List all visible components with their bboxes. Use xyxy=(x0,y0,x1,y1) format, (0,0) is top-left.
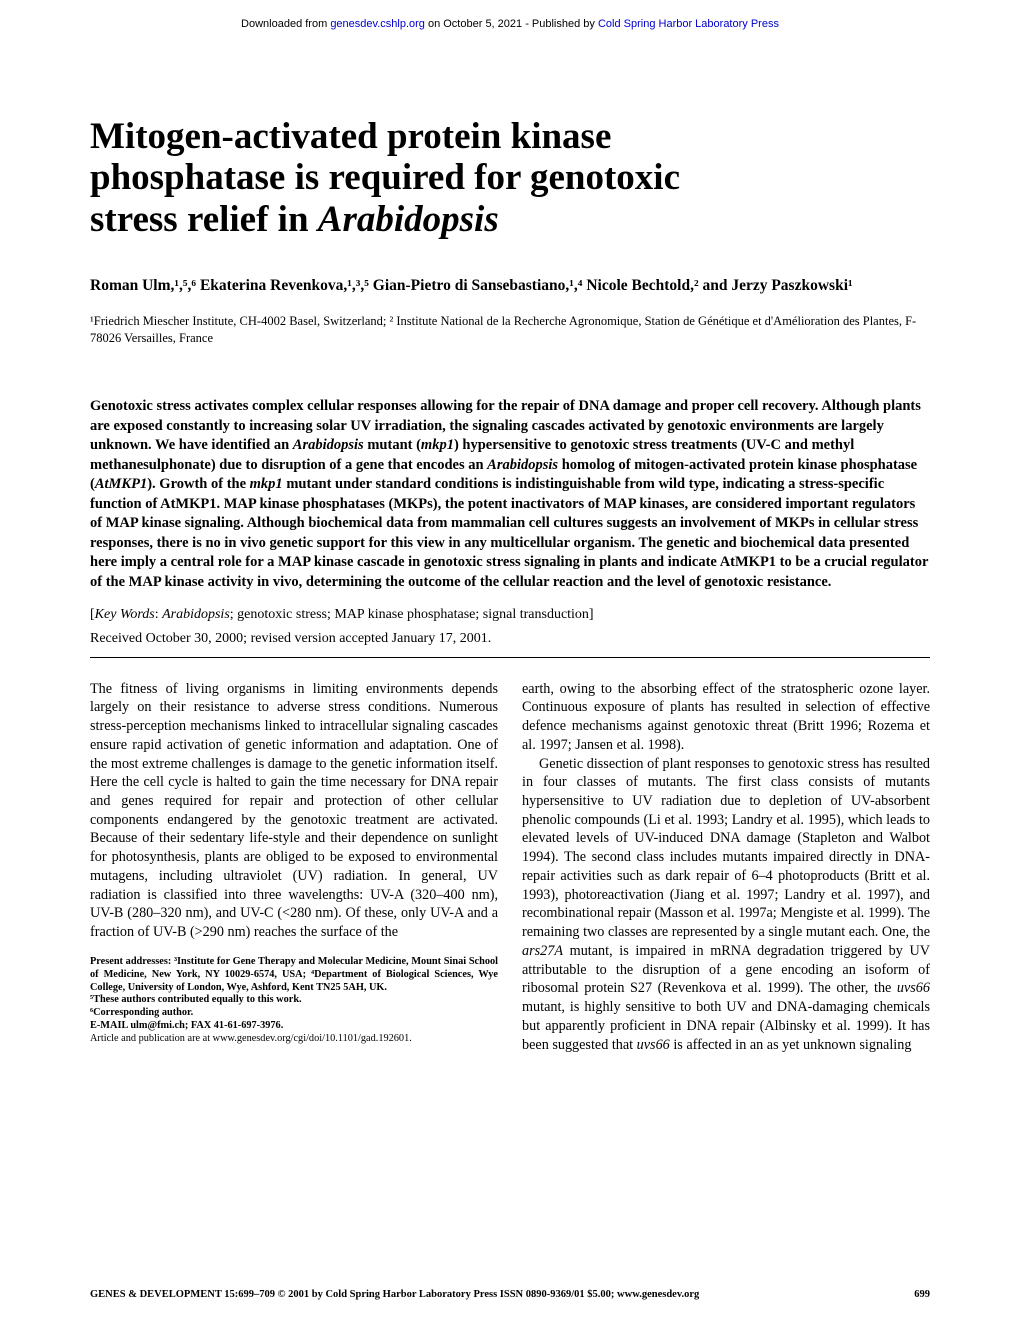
keywords-sep: : xyxy=(155,607,162,622)
body-text: mutant, is impaired in mRNA degradation … xyxy=(522,943,930,996)
abstract: Genotoxic stress activates complex cellu… xyxy=(90,397,930,593)
banner-link-publisher[interactable]: Cold Spring Harbor Laboratory Press xyxy=(598,18,779,30)
divider xyxy=(90,657,930,658)
abstract-italic: Arabidopsis xyxy=(293,437,364,453)
right-column: earth, owing to the absorbing effect of … xyxy=(522,680,930,1055)
abstract-italic: mkp1 xyxy=(250,476,283,492)
banner-middle: on October 5, 2021 - Published by xyxy=(425,18,598,30)
body-italic: ars27A xyxy=(522,943,563,959)
keywords: [Key Words: Arabidopsis; genotoxic stres… xyxy=(90,607,930,623)
title-line3a: stress relief in xyxy=(90,199,318,240)
page-content: Mitogen-activated protein kinase phospha… xyxy=(0,116,1020,1054)
abstract-italic: mkp1 xyxy=(421,437,454,453)
abstract-italic: AtMKP1 xyxy=(95,476,147,492)
title-line1: Mitogen-activated protein kinase xyxy=(90,116,611,157)
abstract-text: mutant ( xyxy=(364,437,421,453)
body-paragraph: Genetic dissection of plant responses to… xyxy=(522,755,930,1055)
abstract-text: mutant under standard conditions is indi… xyxy=(90,476,928,590)
footnote-line: ⁶Corresponding author. xyxy=(90,1007,498,1020)
keyword-italic: Arabidopsis xyxy=(162,607,230,622)
body-italic: uvs66 xyxy=(897,980,930,996)
abstract-text: ). Growth of the xyxy=(147,476,249,492)
page-footer: GENES & DEVELOPMENT 15:699–709 © 2001 by… xyxy=(90,1289,930,1300)
body-paragraph: earth, owing to the absorbing effect of … xyxy=(522,680,930,755)
received-date: Received October 30, 2000; revised versi… xyxy=(90,631,930,647)
footer-citation: GENES & DEVELOPMENT 15:699–709 © 2001 by… xyxy=(90,1289,914,1300)
affiliations: ¹Friedrich Miescher Institute, CH-4002 B… xyxy=(90,313,930,347)
keywords-label: Key Words xyxy=(95,607,155,622)
body-columns: The fitness of living organisms in limit… xyxy=(90,680,930,1055)
footnotes: Present addresses: ³Institute for Gene T… xyxy=(90,956,498,1046)
download-banner: Downloaded from genesdev.cshlp.org on Oc… xyxy=(0,0,1020,36)
footnote-line: Article and publication are at www.genes… xyxy=(90,1033,498,1046)
body-text: Genetic dissection of plant responses to… xyxy=(522,756,930,941)
footnote-line: ⁵These authors contributed equally to th… xyxy=(90,994,498,1007)
banner-prefix: Downloaded from xyxy=(241,18,330,30)
body-paragraph: The fitness of living organisms in limit… xyxy=(90,680,498,942)
footnote-line: E-MAIL ulm@fmi.ch; FAX 41-61-697-3976. xyxy=(90,1020,498,1033)
body-italic: uvs66 xyxy=(637,1037,670,1053)
article-title: Mitogen-activated protein kinase phospha… xyxy=(90,116,930,240)
page-number: 699 xyxy=(914,1289,930,1300)
banner-link-source[interactable]: genesdev.cshlp.org xyxy=(330,18,425,30)
footnote-line: Present addresses: ³Institute for Gene T… xyxy=(90,956,498,995)
abstract-italic: Arabidopsis xyxy=(487,457,558,473)
body-text: is affected in an as yet unknown signali… xyxy=(670,1037,912,1053)
authors: Roman Ulm,¹,⁵,⁶ Ekaterina Revenkova,¹,³,… xyxy=(90,276,930,297)
left-column: The fitness of living organisms in limit… xyxy=(90,680,498,1055)
keywords-rest: ; genotoxic stress; MAP kinase phosphata… xyxy=(230,607,594,622)
title-line2: phosphatase is required for genotoxic xyxy=(90,157,680,198)
title-line3b: Arabidopsis xyxy=(318,199,499,240)
